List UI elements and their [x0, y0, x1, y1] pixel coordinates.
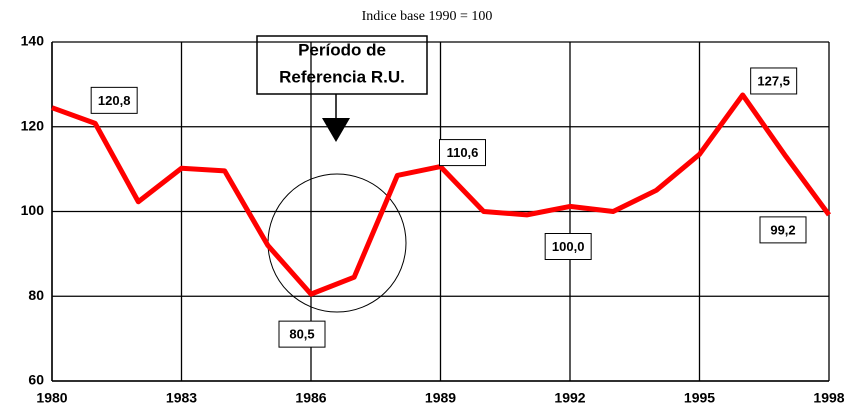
- annotation: Período de: [298, 40, 386, 59]
- value-label-box: [439, 139, 486, 167]
- x-tick-label: 1986: [295, 390, 326, 406]
- arrow-head: [322, 118, 350, 142]
- value-label: 120,8: [98, 93, 131, 108]
- value-label-box: [750, 67, 798, 95]
- annotation-box: [256, 35, 428, 95]
- value-label-box: [544, 233, 592, 260]
- value-label: 110,6: [447, 145, 479, 160]
- y-tick-label: 140: [21, 33, 45, 49]
- value-label: 127,5: [757, 73, 790, 88]
- annotation: Referencia R.U.: [279, 67, 405, 86]
- value-label: 100,0: [552, 239, 585, 254]
- y-tick-label: 60: [28, 372, 44, 388]
- x-tick-label: 1980: [36, 390, 67, 406]
- y-tick-label: 100: [21, 202, 45, 218]
- line: [51, 92, 832, 297]
- highlight-circle: [267, 173, 407, 313]
- chart-title: Indice base 1990 = 100: [362, 9, 493, 24]
- x-tick-label: 1992: [554, 390, 585, 406]
- value-label-box: [759, 216, 807, 244]
- value-label: 80,5: [289, 327, 314, 342]
- y-tick-label: 120: [21, 117, 45, 133]
- value-label-box: [90, 86, 138, 114]
- x-tick-label: 1989: [425, 390, 456, 406]
- value-label-box: [278, 320, 326, 348]
- value-label: 99,2: [770, 222, 795, 237]
- x-tick-label: 1983: [166, 390, 197, 406]
- y-tick-label: 80: [28, 287, 44, 303]
- x-tick-label: 1998: [813, 390, 844, 406]
- x-tick-label: 1995: [684, 390, 715, 406]
